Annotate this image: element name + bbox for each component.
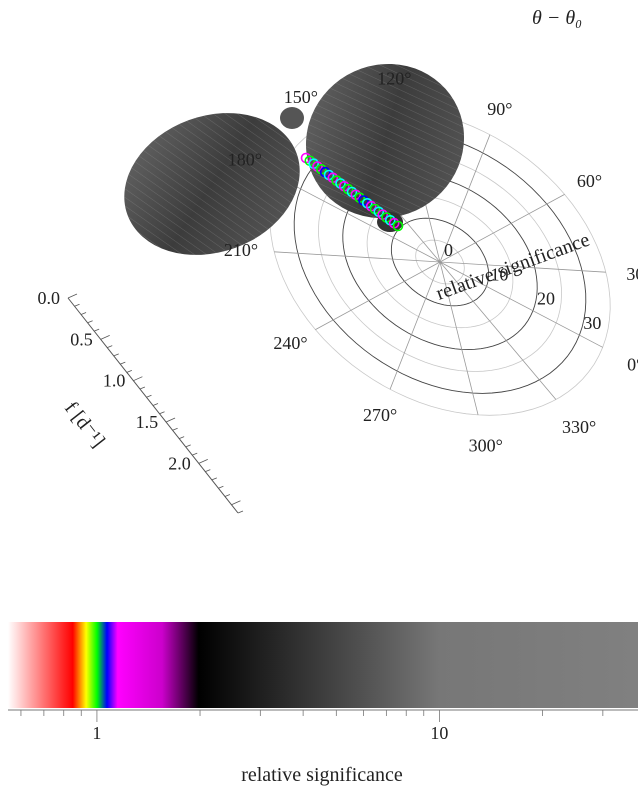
depth-tick-label-2: 1.0 xyxy=(103,371,126,391)
significance-point-24 xyxy=(392,220,404,232)
depth-tick xyxy=(231,500,241,506)
radial-tick-label-3: 30 xyxy=(583,313,601,333)
depth-tick xyxy=(185,444,191,448)
radial-tick-labels: 0 10 20 30 xyxy=(444,240,601,333)
depth-tick xyxy=(94,328,100,332)
depth-tick xyxy=(192,452,198,456)
radial-tick-label-1: 10 xyxy=(491,264,509,284)
depth-tick xyxy=(120,361,126,365)
depth-tick xyxy=(100,334,110,340)
radial-tick-label-2: 20 xyxy=(537,289,555,309)
depth-tick xyxy=(237,510,244,514)
lobe-120-mesh xyxy=(305,63,465,219)
lobe-cap xyxy=(280,107,304,129)
grid-spoke-330 xyxy=(439,261,557,400)
colorbar-axis-label: relative significance xyxy=(241,764,403,786)
depth-axis-ticks xyxy=(67,293,244,514)
depth-tick xyxy=(87,320,93,324)
depth-tick xyxy=(113,353,119,357)
grid-spoke-210 xyxy=(274,251,441,263)
grid-spoke-90 xyxy=(439,134,491,263)
depth-tick xyxy=(172,427,178,431)
depth-tick xyxy=(126,370,132,373)
colorbar-tick-label-0: 1 xyxy=(92,723,101,743)
angle-tick-labels: 0° 30° 60° 90° 120° 150° 180° 210° 240° 270° 300° 3… xyxy=(224,69,638,456)
radial-tick-label-0: 0 xyxy=(444,240,453,260)
depth-tick-label-1: 0.5 xyxy=(70,329,93,349)
grid-spoke-180 xyxy=(277,176,441,263)
colorbar-tick-label-1: 10 xyxy=(430,723,448,743)
angle-tick-label-9: 270° xyxy=(363,405,397,425)
depth-tick xyxy=(205,469,211,473)
angle-tick-label-0: 0° xyxy=(627,354,638,374)
depth-tick xyxy=(133,376,143,382)
grid-spoke-60 xyxy=(439,194,565,263)
significance-lobes xyxy=(124,63,465,255)
colorbar: 1 10 relative significance xyxy=(8,622,638,786)
depth-tick xyxy=(224,494,231,497)
grid-spoke-270 xyxy=(389,261,441,390)
depth-tick xyxy=(211,477,217,481)
angle-tick-label-11: 330° xyxy=(562,417,596,437)
grid-spoke-30 xyxy=(439,261,606,273)
angle-tick-label-1: 30° xyxy=(626,264,638,284)
depth-axis-label: f [d⁻¹] xyxy=(60,398,109,452)
depth-tick-label-0: 0.0 xyxy=(38,288,61,308)
colorbar-tick-labels: 1 10 xyxy=(92,723,448,743)
angle-tick-label-4: 120° xyxy=(377,69,411,89)
depth-tick xyxy=(146,394,152,398)
lobe-150-mesh xyxy=(124,113,300,255)
colorbar-ticks xyxy=(20,710,604,722)
angle-tick-label-2: 60° xyxy=(577,171,602,191)
depth-tick xyxy=(80,312,87,315)
grid-spoke-300 xyxy=(439,261,479,416)
grid-spoke-240 xyxy=(315,261,441,330)
angle-tick-label-5: 150° xyxy=(284,87,318,107)
depth-tick xyxy=(74,303,80,307)
radial-axis-label: relative significance xyxy=(433,229,592,305)
angle-tick-label-6: 180° xyxy=(228,150,262,170)
depth-tick xyxy=(198,459,208,464)
angle-tick-label-10: 300° xyxy=(469,436,503,456)
depth-tick xyxy=(67,293,78,299)
grid-spoke-0 xyxy=(439,261,603,348)
depth-tick-labels: 0.0 0.5 1.0 1.5 2.0 xyxy=(38,288,191,473)
angle-tick-label-7: 210° xyxy=(224,240,258,260)
angle-tick-label-8: 240° xyxy=(273,333,307,353)
depth-tick xyxy=(165,417,176,423)
depth-tick xyxy=(139,386,146,390)
angle-axis-label: θ − θ₀ xyxy=(532,7,582,29)
depth-tick-label-3: 1.5 xyxy=(136,412,159,432)
depth-tick xyxy=(152,403,159,406)
polar-plot: 0° 30° 60° 90° 120° 150° 180° 210° 240° 270° 300° 3… xyxy=(124,7,638,456)
depth-tick xyxy=(218,485,224,489)
depth-axis: 0.0 0.5 1.0 1.5 2.0 f [d⁻¹] xyxy=(38,288,244,514)
depth-tick-label-4: 2.0 xyxy=(168,453,191,473)
colorbar-bar xyxy=(8,622,638,708)
depth-tick xyxy=(179,436,185,439)
depth-tick xyxy=(107,345,113,348)
angle-tick-label-3: 90° xyxy=(487,99,512,119)
depth-tick xyxy=(159,411,165,415)
